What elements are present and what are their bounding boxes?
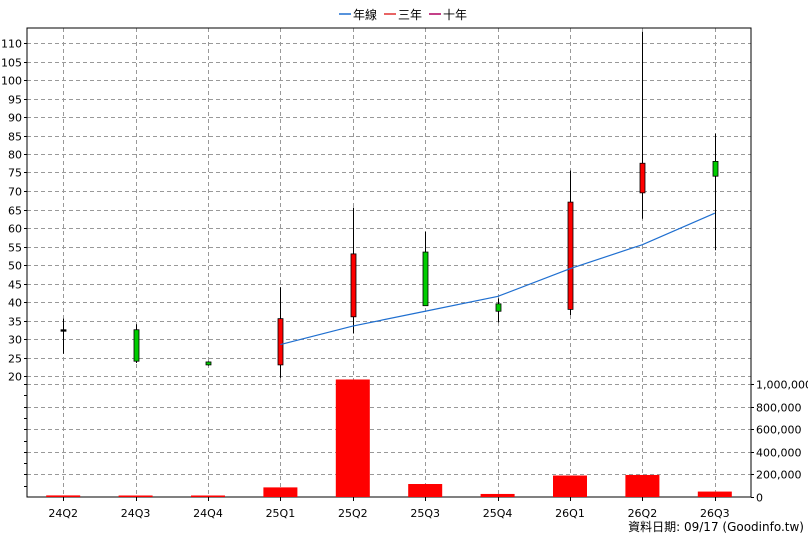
price-tick-label: 25	[8, 353, 22, 366]
volume-bar-25Q4	[480, 493, 515, 497]
candle-body-26Q3	[712, 160, 719, 177]
volume-tick-label: 1,000,000	[756, 379, 808, 392]
x-tick-label-25Q4: 25Q4	[483, 507, 513, 520]
candle-body-24Q3	[133, 329, 140, 362]
volume-bar-24Q2	[46, 495, 81, 497]
volume-bar-26Q1	[553, 475, 587, 497]
price-tick-label: 35	[8, 316, 22, 329]
price-tick-label: 105	[1, 57, 22, 70]
legend-label-year-line: 年線	[353, 7, 377, 22]
price-tick-label: 100	[1, 75, 22, 88]
grid-lines	[27, 28, 751, 497]
price-tick-label: 90	[8, 112, 22, 125]
volume-tick-label: 600,000	[756, 424, 802, 437]
volume-bar-25Q2	[335, 379, 370, 497]
price-tick-label: 40	[8, 297, 22, 310]
candle-body-24Q4	[205, 361, 212, 366]
price-tick-label: 70	[8, 186, 22, 199]
price-tick-label: 20	[8, 371, 22, 384]
volume-bar-26Q3	[697, 491, 732, 497]
x-tick-label-26Q3: 26Q3	[700, 507, 730, 520]
candle-body-25Q2	[350, 253, 357, 318]
x-tick-label-24Q3: 24Q3	[121, 507, 151, 520]
price-tick-label: 60	[8, 223, 22, 236]
volume-bar-25Q3	[408, 484, 443, 497]
annual-line-series	[280, 212, 716, 346]
volume-tick-label: 200,000	[756, 469, 802, 482]
price-tick-label: 45	[8, 279, 22, 292]
x-tick-label-24Q4: 24Q4	[193, 507, 223, 520]
price-tick-label: 65	[8, 205, 22, 218]
volume-tick-label: 400,000	[756, 447, 802, 460]
volume-tick-label: 800,000	[756, 402, 802, 415]
candle-body-24Q2	[60, 329, 67, 332]
price-tick-label: 75	[8, 167, 22, 180]
legend-label-ten-year: 十年	[443, 8, 467, 22]
x-tick-label-25Q1: 25Q1	[266, 507, 296, 520]
volume-axis: 0 200,000 400,000 600,000 800,000 1,000,000	[24, 379, 808, 505]
footer-source: 資料日期: 09/17 (Goodinfo.tw)	[628, 520, 804, 534]
volume-bar-26Q2	[625, 474, 660, 497]
price-tick-label: 85	[8, 131, 22, 144]
candles	[60, 31, 719, 378]
x-tick-label-25Q2: 25Q2	[338, 507, 368, 520]
price-tick-label: 80	[8, 149, 22, 162]
volume-bar-24Q3	[118, 495, 153, 497]
candle-body-25Q3	[422, 251, 429, 307]
volume-bar-24Q4	[191, 495, 225, 497]
legend: 年線 三年 十年	[339, 7, 467, 22]
x-tick-label-24Q2: 24Q2	[48, 507, 78, 520]
volume-tick-label: 0	[756, 492, 763, 505]
line-series-year	[280, 212, 716, 346]
x-axis: 24Q2 24Q3 24Q4 25Q1 25Q2 25Q3 25Q4 26Q1 26Q2 26Q3	[48, 497, 730, 520]
candle-body-26Q1	[567, 201, 574, 310]
plot-frame	[26, 27, 752, 498]
price-tick-label: 30	[8, 334, 22, 347]
x-tick-label-26Q2: 26Q2	[628, 507, 658, 520]
candle-body-26Q2	[639, 162, 646, 194]
volume-bars	[46, 379, 732, 497]
volume-bar-25Q1	[263, 487, 298, 497]
candle-body-25Q4	[495, 303, 502, 312]
price-tick-label: 110	[1, 38, 22, 51]
x-tick-label-25Q3: 25Q3	[410, 507, 440, 520]
legend-label-three-year: 三年	[398, 8, 422, 22]
candle-body-25Q1	[277, 318, 284, 366]
price-tick-label: 55	[8, 242, 22, 255]
x-tick-label-26Q1: 26Q1	[555, 507, 585, 520]
price-tick-label: 95	[8, 94, 22, 107]
price-axis: 20 25 30 35 40 45 50 55 60 65 70 75 80 85 90 95 100 105 11…	[1, 38, 27, 384]
price-tick-label: 50	[8, 260, 22, 273]
